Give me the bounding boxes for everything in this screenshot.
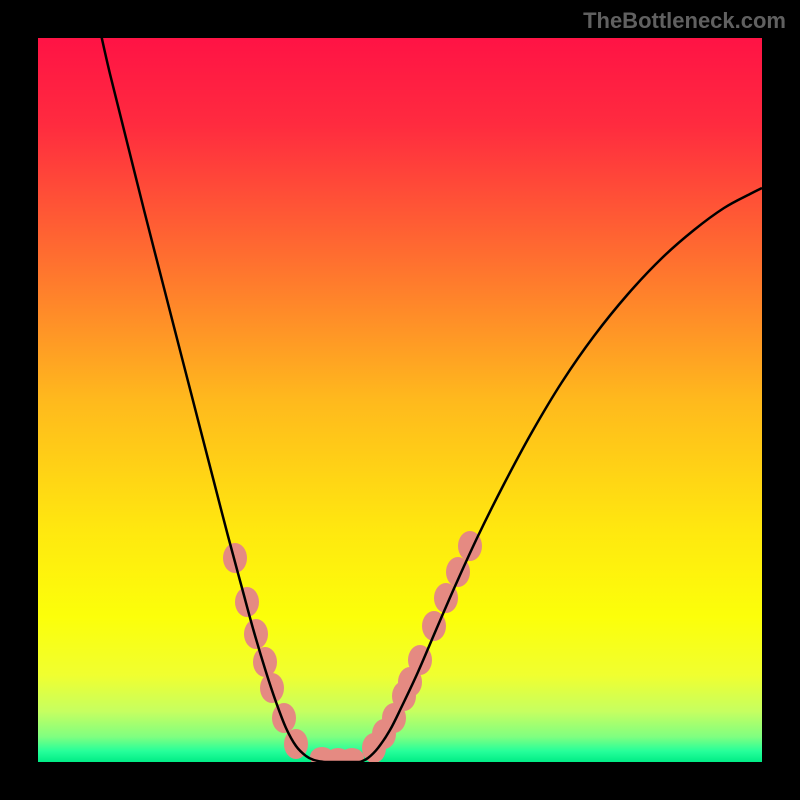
chart-marker bbox=[272, 703, 296, 733]
chart-curves-layer bbox=[38, 38, 762, 762]
chart-plot-area bbox=[38, 38, 762, 762]
curve-left bbox=[100, 38, 324, 762]
chart-markers bbox=[223, 531, 482, 762]
watermark-text: TheBottleneck.com bbox=[583, 8, 786, 34]
chart-marker bbox=[244, 619, 268, 649]
